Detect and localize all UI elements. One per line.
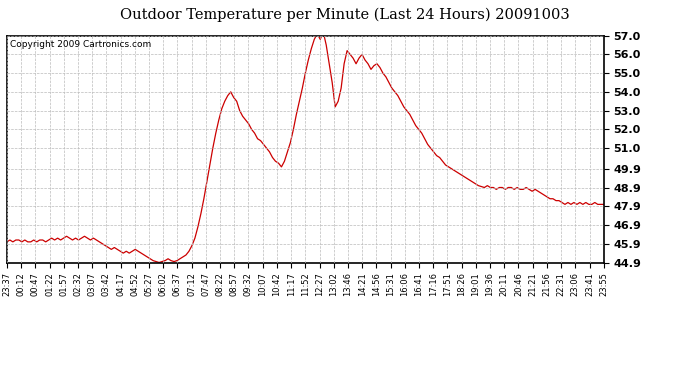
Text: Outdoor Temperature per Minute (Last 24 Hours) 20091003: Outdoor Temperature per Minute (Last 24 … (120, 8, 570, 22)
Text: Copyright 2009 Cartronics.com: Copyright 2009 Cartronics.com (10, 40, 151, 49)
